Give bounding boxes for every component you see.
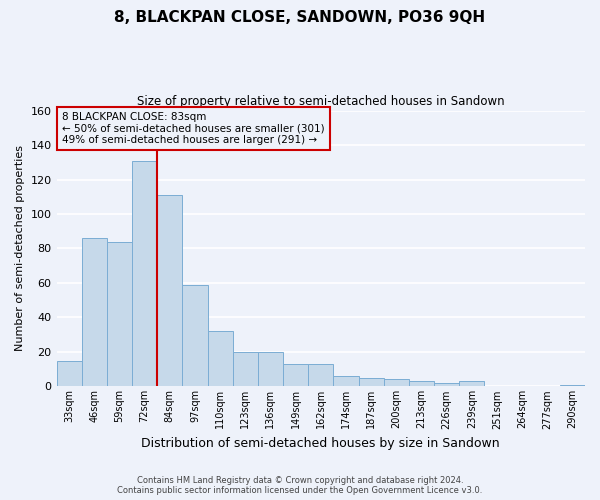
Bar [258,352,283,386]
Bar [182,284,208,386]
Text: Contains HM Land Registry data © Crown copyright and database right 2024.
Contai: Contains HM Land Registry data © Crown c… [118,476,482,495]
Bar [409,381,434,386]
Bar [233,352,258,386]
Text: 8, BLACKPAN CLOSE, SANDOWN, PO36 9QH: 8, BLACKPAN CLOSE, SANDOWN, PO36 9QH [115,10,485,25]
Bar [459,381,484,386]
Bar [56,360,82,386]
Bar [334,376,359,386]
Title: Size of property relative to semi-detached houses in Sandown: Size of property relative to semi-detach… [137,95,505,108]
Bar [283,364,308,386]
Bar [107,242,132,386]
Bar [308,364,334,386]
Bar [359,378,383,386]
Bar [560,384,585,386]
Bar [82,238,107,386]
Bar [157,195,182,386]
Bar [208,331,233,386]
X-axis label: Distribution of semi-detached houses by size in Sandown: Distribution of semi-detached houses by … [142,437,500,450]
Text: 8 BLACKPAN CLOSE: 83sqm
← 50% of semi-detached houses are smaller (301)
49% of s: 8 BLACKPAN CLOSE: 83sqm ← 50% of semi-de… [62,112,325,145]
Y-axis label: Number of semi-detached properties: Number of semi-detached properties [15,146,25,352]
Bar [383,380,409,386]
Bar [132,160,157,386]
Bar [434,383,459,386]
